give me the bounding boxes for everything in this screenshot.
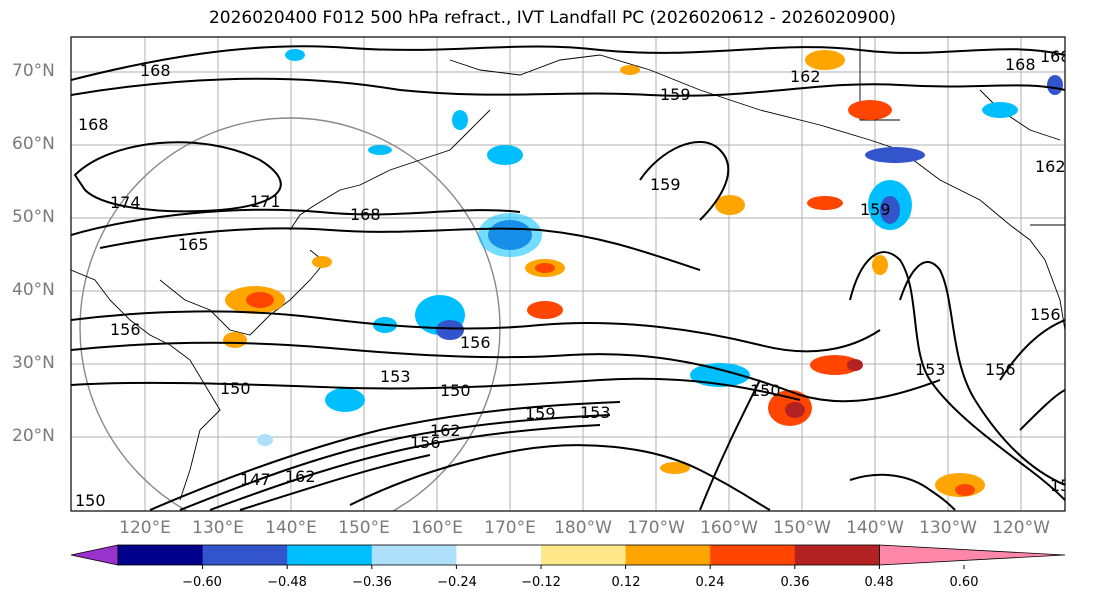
- colorbar-tick: −0.48: [267, 575, 307, 590]
- contour-label: 156: [1030, 305, 1061, 324]
- contour-label: 168: [350, 205, 381, 224]
- contour-label: 171: [250, 192, 281, 211]
- colorbar-segment: [287, 545, 373, 565]
- colorbar-tick: 0.48: [864, 575, 894, 590]
- contour-label: 168: [78, 115, 109, 134]
- colorbar-tick: −0.36: [352, 575, 392, 590]
- contour-label: 159: [660, 85, 691, 104]
- lon-label: 120°E: [119, 518, 171, 538]
- contour-label: 168: [1005, 55, 1036, 74]
- colorbar-frame: [117, 544, 880, 566]
- plot-frame: [70, 36, 1066, 512]
- coastlines: [71, 37, 1065, 501]
- contour-label: 162: [285, 467, 316, 486]
- lon-label: 140°E: [265, 518, 317, 538]
- colorbar-segment: [541, 545, 627, 565]
- contour-label: 156: [110, 320, 141, 339]
- lat-label: 20°N: [12, 426, 55, 446]
- contour-label: 150: [75, 491, 106, 510]
- lat-label: 40°N: [12, 280, 55, 300]
- lon-label: 130°E: [192, 518, 244, 538]
- colorbar-tick: 0.12: [611, 575, 641, 590]
- lon-label: 160°E: [411, 518, 463, 538]
- lat-label: 70°N: [12, 61, 55, 81]
- shaded-field: [223, 49, 1063, 497]
- colorbar-segment: [625, 545, 711, 565]
- lat-label: 60°N: [12, 134, 55, 154]
- lon-label: 160°W: [700, 518, 758, 538]
- contour-label: 162: [1035, 157, 1066, 176]
- colorbar-tick: −0.12: [521, 575, 561, 590]
- lon-label: 150°W: [773, 518, 831, 538]
- lon-label: 170°E: [484, 518, 536, 538]
- contour-label: 159: [525, 404, 556, 423]
- contour-lines: [71, 45, 1065, 511]
- contour-label: 153: [580, 403, 611, 422]
- contour-label: 150: [750, 381, 781, 400]
- colorbar-segment: [710, 545, 796, 565]
- lat-label: 50°N: [12, 207, 55, 227]
- contour-label: 159: [650, 175, 681, 194]
- contour-label: 156: [985, 360, 1016, 379]
- colorbar: [70, 544, 1066, 569]
- contour-label: 156: [410, 433, 441, 452]
- contour-label: 162: [430, 421, 461, 440]
- colorbar-segment: [202, 545, 288, 565]
- lon-label: 120°W: [992, 518, 1050, 538]
- lon-label: 180°W: [554, 518, 612, 538]
- contour-label: 150: [220, 379, 251, 398]
- contour-label: 150: [440, 381, 471, 400]
- contour-label: 156: [460, 333, 491, 352]
- lon-label: 170°W: [627, 518, 685, 538]
- colorbar-tick: −0.60: [182, 575, 222, 590]
- contour-label: 168: [1040, 47, 1071, 66]
- lon-label: 130°W: [919, 518, 977, 538]
- colorbar-segment: [456, 545, 542, 565]
- contour-label: 165: [178, 235, 209, 254]
- lat-label: 30°N: [12, 353, 55, 373]
- contour-label: 168: [140, 61, 171, 80]
- colorbar-extend-max: [879, 544, 1066, 566]
- colorbar-segment: [794, 545, 880, 565]
- contour-label: 153: [380, 367, 411, 386]
- colorbar-extend-min: [70, 544, 119, 566]
- colorbar-segment: [118, 545, 204, 565]
- colorbar-tick: 0.60: [949, 575, 979, 590]
- contour-label: 159: [860, 200, 891, 219]
- colorbar-segment: [371, 545, 457, 565]
- map-title: 2026020400 F012 500 hPa refract., IVT La…: [208, 8, 896, 28]
- lon-label: 140°W: [846, 518, 904, 538]
- colorbar-tick: 0.24: [695, 575, 725, 590]
- lon-label: 150°E: [338, 518, 390, 538]
- colorbar-tick: 0.36: [780, 575, 810, 590]
- colorbar-tick: −0.24: [437, 575, 477, 590]
- contour-label: 147: [240, 470, 271, 489]
- contour-label: 162: [790, 67, 821, 86]
- contour-label: 159: [1050, 476, 1081, 495]
- contour-label: 153: [915, 360, 946, 379]
- plot-area: [71, 37, 1065, 511]
- contour-label: 174: [110, 193, 141, 212]
